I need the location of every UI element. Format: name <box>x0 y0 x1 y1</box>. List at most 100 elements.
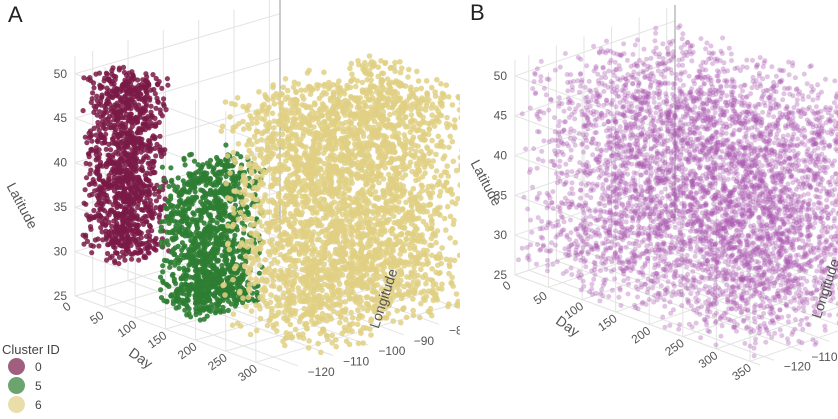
data-point <box>262 256 269 263</box>
data-point <box>155 241 161 247</box>
data-point <box>117 107 123 113</box>
data-point <box>143 219 149 225</box>
data-point <box>119 249 125 255</box>
data-point <box>280 290 287 297</box>
data-point <box>452 239 459 246</box>
data-point <box>240 118 246 125</box>
data-point <box>202 252 208 258</box>
data-point <box>180 275 186 281</box>
data-point <box>229 290 235 296</box>
data-point <box>190 176 196 182</box>
data-point <box>180 232 186 238</box>
data-point <box>306 113 313 120</box>
data-point <box>123 124 129 131</box>
data-point <box>158 287 164 293</box>
data-point <box>450 158 457 165</box>
data-point <box>233 301 240 307</box>
data-point <box>407 87 414 93</box>
data-point <box>109 239 115 245</box>
data-point <box>102 117 108 123</box>
data-point <box>97 172 103 178</box>
data-point <box>181 268 188 274</box>
data-point <box>91 207 97 214</box>
data-point <box>342 196 348 203</box>
data-point <box>245 294 252 301</box>
data-point <box>173 305 179 311</box>
data-point <box>230 149 237 156</box>
data-point <box>148 109 154 115</box>
data-point <box>334 238 340 244</box>
data-point <box>102 217 108 223</box>
data-point <box>400 183 407 189</box>
data-point <box>188 314 194 320</box>
data-point <box>127 169 133 175</box>
data-point <box>220 282 226 289</box>
data-point <box>407 129 414 135</box>
data-point <box>87 224 94 230</box>
data-point <box>434 76 440 83</box>
data-point <box>107 113 113 120</box>
data-point <box>230 276 236 283</box>
data-point <box>181 181 188 187</box>
data-point <box>252 221 258 227</box>
data-point <box>111 117 117 123</box>
data-point <box>363 203 370 210</box>
data-point <box>91 125 97 131</box>
data-point <box>184 304 190 310</box>
data-point <box>129 256 135 262</box>
data-point <box>157 274 164 280</box>
data-point <box>192 268 198 274</box>
data-point <box>427 201 434 207</box>
data-point <box>200 268 206 274</box>
data-point <box>144 119 151 125</box>
data-point <box>176 193 182 199</box>
data-point <box>95 123 101 129</box>
data-point <box>139 167 145 173</box>
data-point <box>132 94 138 100</box>
data-point <box>418 300 424 307</box>
data-point <box>119 237 125 243</box>
data-point <box>113 233 119 239</box>
data-point <box>81 241 87 247</box>
data-point <box>131 143 138 149</box>
data-point <box>333 337 339 343</box>
data-point <box>270 93 277 99</box>
data-point <box>356 101 362 107</box>
data-point <box>112 258 118 264</box>
data-point <box>358 330 364 337</box>
data-point <box>83 160 89 166</box>
data-point <box>207 234 213 240</box>
data-point <box>360 305 366 311</box>
data-point <box>120 225 126 231</box>
data-point <box>94 168 100 174</box>
data-point <box>158 224 164 230</box>
data-point <box>170 228 176 234</box>
data-point <box>266 120 273 126</box>
data-point <box>150 208 156 214</box>
data-point <box>98 98 104 104</box>
data-point <box>195 217 201 223</box>
data-point <box>436 178 442 185</box>
data-point <box>293 89 300 96</box>
data-point <box>266 104 272 111</box>
data-point <box>305 183 312 189</box>
data-point <box>174 189 180 195</box>
data-point <box>116 214 122 220</box>
data-point <box>378 231 385 238</box>
data-point <box>133 115 139 121</box>
data-point <box>107 158 113 164</box>
data-point <box>89 250 95 256</box>
data-point <box>95 236 101 242</box>
data-point <box>98 185 104 191</box>
data-point <box>120 64 127 70</box>
data-point <box>136 178 142 184</box>
data-point <box>402 212 409 218</box>
data-point <box>235 141 242 147</box>
data-point <box>249 215 255 222</box>
data-point <box>219 232 225 238</box>
data-point <box>151 186 157 192</box>
data-point <box>94 164 100 170</box>
data-point <box>219 123 226 130</box>
data-point <box>292 198 299 205</box>
data-point <box>354 270 361 276</box>
